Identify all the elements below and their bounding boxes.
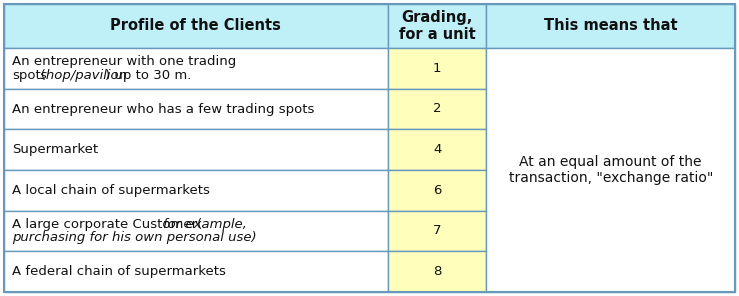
Text: This means that: This means that: [544, 18, 678, 33]
Bar: [4, 211, 388, 251]
Text: Supermarket: Supermarket: [12, 143, 98, 156]
Bar: [388, 170, 486, 211]
Text: A federal chain of supermarkets: A federal chain of supermarkets: [12, 265, 226, 278]
Text: 2: 2: [433, 102, 441, 115]
Text: purchasing for his own personal use): purchasing for his own personal use): [12, 231, 256, 244]
Bar: [388, 251, 486, 292]
Text: Profile of the Clients: Profile of the Clients: [110, 18, 282, 33]
Bar: [4, 129, 388, 170]
Bar: [4, 251, 388, 292]
Text: At an equal amount of the
transaction, "exchange ratio": At an equal amount of the transaction, "…: [508, 155, 713, 185]
Bar: [486, 4, 735, 48]
Text: 7: 7: [433, 224, 441, 237]
Bar: [4, 89, 388, 129]
Bar: [4, 48, 388, 89]
Bar: [388, 211, 486, 251]
Text: spot(: spot(: [12, 69, 46, 82]
Text: ) up to 30 m.: ) up to 30 m.: [105, 69, 191, 82]
Bar: [388, 4, 486, 48]
Text: for example,: for example,: [163, 218, 247, 231]
Text: shop/pavilion: shop/pavilion: [40, 69, 128, 82]
Text: 4: 4: [433, 143, 441, 156]
Text: An entrepreneur with one trading: An entrepreneur with one trading: [12, 55, 236, 68]
Bar: [4, 4, 388, 48]
Text: A large corporate Customer(: A large corporate Customer(: [12, 218, 202, 231]
Text: 1: 1: [433, 62, 441, 75]
Bar: [388, 129, 486, 170]
Bar: [388, 48, 486, 89]
Text: 8: 8: [433, 265, 441, 278]
Text: Grading,
for a unit: Grading, for a unit: [399, 10, 475, 42]
Text: An entrepreneur who has a few trading spots: An entrepreneur who has a few trading sp…: [12, 102, 314, 115]
Bar: [486, 48, 735, 292]
Text: 6: 6: [433, 184, 441, 197]
Bar: [4, 170, 388, 211]
Bar: [388, 89, 486, 129]
Text: A local chain of supermarkets: A local chain of supermarkets: [12, 184, 210, 197]
